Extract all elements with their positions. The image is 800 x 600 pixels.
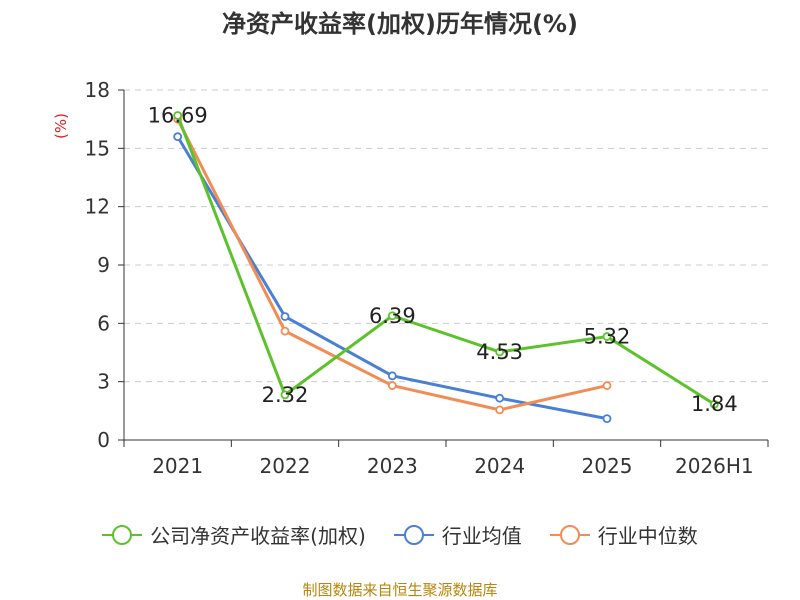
data-point <box>602 332 612 341</box>
series-line <box>176 114 716 406</box>
data-point <box>387 311 397 321</box>
data-label: 5.32 <box>584 325 631 349</box>
y-tick-label: 6 <box>97 311 110 335</box>
x-tick-label: 2025 <box>582 454 633 478</box>
y-tick-label: 12 <box>85 195 110 219</box>
legend: 公司净资产收益率(加权) 行业均值 行业中位数 <box>0 520 800 549</box>
data-point <box>280 390 290 400</box>
y-axis-label: (%) <box>52 113 70 139</box>
data-point <box>173 132 183 142</box>
axes: 0 3 6 9 12 15 18 2021 2022 2023 2024 2025 2026H1 <box>85 78 769 478</box>
legend-item[interactable]: 行业均值 <box>393 520 522 549</box>
x-tick-label: 2022 <box>260 454 311 478</box>
y-tick-label: 15 <box>85 136 110 160</box>
data-label: 1.84 <box>691 392 738 416</box>
data-point <box>173 111 183 120</box>
data-point <box>280 326 290 336</box>
data-point <box>387 381 397 390</box>
legend-label: 行业中位数 <box>597 524 698 548</box>
data-point <box>387 371 397 381</box>
y-tick-label: 9 <box>97 253 110 277</box>
legend-marker-icon <box>549 524 590 545</box>
legend-label: 行业均值 <box>441 524 522 548</box>
data-point <box>495 393 505 403</box>
legend-marker-icon <box>102 524 143 545</box>
x-tick-label: 2023 <box>367 454 418 478</box>
grid-lines <box>124 89 768 383</box>
legend-item[interactable]: 行业中位数 <box>549 520 698 549</box>
data-labels: 16.69 2.32 6.39 4.53 5.32 1.84 <box>148 103 738 416</box>
data-label: 6.39 <box>369 304 416 328</box>
data-label: 4.53 <box>476 340 523 364</box>
chart-title: 净资产收益率(加权)历年情况(%) <box>222 10 578 38</box>
source-note: 制图数据来自恒生聚源数据库 <box>302 581 498 599</box>
y-tick-label: 0 <box>97 428 110 452</box>
data-point <box>495 347 505 357</box>
y-tick-label: 3 <box>97 370 110 394</box>
legend-marker-icon <box>393 524 434 545</box>
data-point <box>602 414 612 424</box>
x-tick-label: 2021 <box>152 454 203 478</box>
data-label: 2.32 <box>262 383 309 407</box>
data-point <box>495 405 505 415</box>
y-tick-label: 18 <box>85 78 110 102</box>
data-point <box>602 381 612 390</box>
data-point <box>280 312 290 321</box>
legend-label: 公司净资产收益率(加权) <box>150 524 366 548</box>
data-point <box>709 399 719 409</box>
legend-item[interactable]: 公司净资产收益率(加权) <box>102 520 366 549</box>
x-tick-label: 2024 <box>474 454 525 478</box>
data-label: 16.69 <box>148 103 208 127</box>
x-tick-label: 2026H1 <box>675 454 754 478</box>
series <box>173 111 719 424</box>
